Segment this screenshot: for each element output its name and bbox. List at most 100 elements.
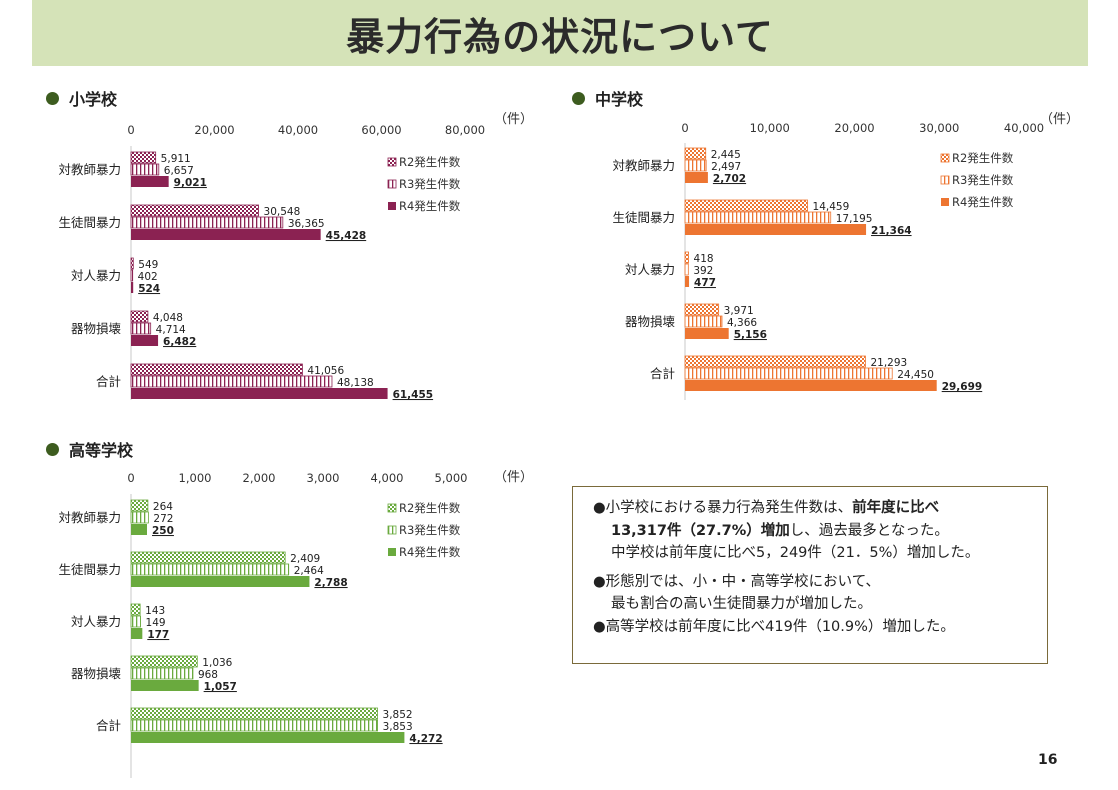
bar [131, 388, 388, 399]
bar [684, 367, 893, 380]
bar [130, 163, 160, 176]
data-label: 2,702 [713, 173, 746, 185]
data-label: 1,057 [204, 681, 237, 693]
data-label: 24,450 [897, 369, 934, 381]
x-tick-label: 60,000 [361, 123, 401, 137]
data-label: 3,853 [383, 721, 413, 733]
bar [131, 524, 147, 535]
data-label: 6,657 [164, 165, 194, 177]
legend-swatch [387, 525, 397, 535]
legend-label: R3発生件数 [399, 523, 461, 537]
x-tick-label: 0 [127, 471, 134, 485]
data-label: 45,428 [326, 230, 367, 242]
x-tick-label: 0 [127, 123, 134, 137]
bar [685, 328, 729, 339]
section-title: 中学校 [595, 90, 644, 109]
data-label: 5,156 [734, 329, 767, 341]
data-label: 6,482 [163, 336, 196, 348]
bar [130, 511, 149, 524]
bar [131, 628, 143, 639]
section-heading-junior-high: 中学校 [572, 86, 643, 110]
data-label: 41,056 [307, 365, 344, 377]
x-tick-label: 1,000 [179, 471, 212, 485]
x-tick-label: 5,000 [435, 471, 468, 485]
note-line: ●形態別では、小・中・高等学校において、 [593, 573, 880, 590]
data-label: 61,455 [393, 389, 434, 401]
bar [684, 199, 808, 212]
data-label: 48,138 [337, 377, 374, 389]
legend-label: R4発生件数 [399, 545, 461, 559]
legend-label: R4発生件数 [952, 195, 1014, 209]
data-label: 250 [152, 525, 174, 537]
bar [684, 315, 723, 328]
note-line: 13,317件（27.7%）増加し、過去最多となった。 [611, 522, 949, 539]
data-label: 2,788 [314, 577, 347, 589]
bar [130, 269, 134, 282]
category-label: 器物損壊 [71, 666, 122, 681]
x-tick-label: 10,000 [750, 121, 790, 135]
note-line: 最も割合の高い生徒間暴力が増加した。 [611, 596, 872, 612]
bar [130, 151, 157, 164]
category-label: 対人暴力 [71, 614, 121, 629]
bar [684, 355, 866, 368]
data-label: 177 [147, 629, 169, 641]
legend-label: R4発生件数 [399, 199, 461, 213]
category-label: 生徒間暴力 [58, 215, 121, 230]
x-tick-label: 80,000 [445, 123, 485, 137]
data-label: 21,364 [871, 225, 912, 237]
x-tick-label: 40,000 [1004, 121, 1044, 135]
bar [685, 276, 690, 287]
title-bar: 暴力行為の状況について [32, 0, 1088, 66]
bar [130, 322, 152, 335]
bar [131, 176, 169, 187]
bar [130, 603, 141, 616]
x-tick-label: 0 [681, 121, 688, 135]
bar [131, 229, 321, 240]
data-label: 36,365 [288, 218, 325, 230]
legend-swatch [940, 175, 950, 185]
data-label: 4,366 [727, 317, 757, 329]
section-heading-high-school: 高等学校 [46, 437, 133, 461]
summary-notes: ●小学校における暴力行為発生件数は、前年度に比べ 13,317件（27.7%）増… [572, 486, 1048, 664]
bar [130, 204, 259, 217]
bar [684, 251, 689, 264]
bar [131, 282, 134, 293]
data-label: 30,548 [264, 206, 301, 218]
data-label: 418 [694, 253, 714, 265]
bar [131, 732, 405, 743]
chart-junior-high: 0 10,000 20,000 30,000 40,000（件）対教師暴力2,4452,… [612, 112, 1079, 400]
data-label: 2,497 [711, 161, 741, 173]
legend-label: R3発生件数 [399, 177, 461, 191]
bar [130, 499, 149, 512]
bar [684, 159, 707, 172]
bar [131, 576, 310, 587]
data-label: 21,293 [870, 357, 907, 369]
legend-swatch [387, 503, 397, 513]
legend-swatch [940, 153, 950, 163]
data-label: 2,409 [290, 553, 320, 565]
bar [130, 551, 286, 564]
bar [130, 257, 134, 270]
category-label: 器物損壊 [625, 314, 676, 329]
bar [684, 211, 832, 224]
bar [130, 363, 303, 376]
category-label: 生徒間暴力 [612, 210, 675, 225]
bullet-dot-icon [572, 91, 585, 105]
section-heading-elementary: 小学校 [46, 86, 117, 110]
data-label: 149 [146, 617, 166, 629]
x-tick-label: 30,000 [919, 121, 959, 135]
page-title: 暴力行為の状況について [346, 14, 774, 59]
category-label: 合計 [96, 374, 121, 389]
legend-label: R2発生件数 [952, 151, 1014, 165]
page-number: 16 [1038, 752, 1058, 768]
data-label: 3,852 [383, 709, 413, 721]
category-label: 対教師暴力 [58, 510, 121, 525]
data-label: 2,445 [711, 149, 741, 161]
data-label: 549 [138, 259, 158, 271]
category-label: 器物損壊 [71, 321, 122, 336]
data-label: 9,021 [174, 177, 207, 189]
note-line: ●小学校における暴力行為発生件数は、前年度に比べ [593, 500, 940, 516]
data-label: 5,911 [161, 153, 191, 165]
category-label: 合計 [96, 718, 121, 733]
data-label: 264 [153, 501, 173, 513]
